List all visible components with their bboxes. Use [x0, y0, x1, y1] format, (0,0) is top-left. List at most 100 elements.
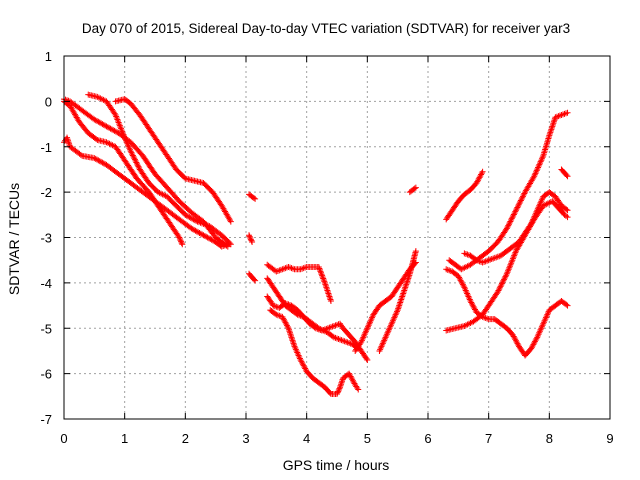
data-point: [534, 165, 541, 172]
data-point: [311, 324, 318, 331]
data-point: [412, 184, 419, 191]
series-16: [443, 168, 486, 223]
data-point: [323, 285, 330, 292]
data-point: [495, 287, 502, 294]
data-point: [335, 386, 342, 393]
data-point: [317, 268, 324, 275]
data-point: [519, 194, 526, 201]
data-point: [326, 295, 333, 301]
data-point: [287, 331, 294, 338]
data-point: [508, 215, 515, 222]
data-point: [535, 164, 542, 171]
series-5: [112, 96, 234, 225]
data-point: [516, 200, 523, 207]
data-point: [532, 170, 539, 177]
data-point: [327, 296, 334, 303]
data-point: [397, 298, 404, 305]
data-point: [411, 185, 418, 192]
data-point: [498, 280, 505, 287]
data-point: [320, 276, 327, 283]
x-tick-label: 3: [242, 431, 249, 446]
data-point: [286, 329, 293, 336]
data-point: [396, 301, 403, 308]
data-point: [478, 170, 485, 177]
y-tick-label: -2: [40, 185, 52, 200]
data-point: [227, 218, 234, 225]
data-point: [515, 203, 522, 210]
data-point: [288, 265, 295, 272]
data-point: [412, 248, 419, 255]
data-point: [129, 152, 136, 159]
data-point: [549, 123, 556, 130]
y-tick-label: -6: [40, 367, 52, 382]
data-point: [319, 272, 326, 279]
data-point: [517, 197, 524, 204]
data-point: [498, 281, 505, 288]
data-point: [512, 207, 519, 214]
data-point: [224, 243, 231, 250]
data-point: [322, 282, 329, 289]
data-point: [546, 132, 553, 139]
series-6: [246, 191, 259, 202]
data-point: [318, 271, 325, 278]
data-point: [494, 288, 501, 295]
data-point: [537, 158, 544, 165]
data-points: [61, 91, 571, 398]
axis-ticks: [63, 55, 611, 420]
data-point: [93, 135, 100, 142]
data-point: [537, 160, 544, 167]
grid-lines: [64, 56, 610, 419]
data-point: [399, 291, 406, 298]
data-point: [131, 155, 138, 162]
data-point: [316, 265, 323, 272]
x-tick-labels: 0 1 2 3 4 5 6 7 8 9: [60, 431, 613, 446]
x-tick-label: 4: [303, 431, 310, 446]
data-point: [252, 277, 259, 284]
series-10: [264, 275, 362, 352]
x-tick-label: 6: [424, 431, 431, 446]
data-point: [193, 217, 200, 224]
data-point: [248, 237, 255, 244]
data-point: [515, 201, 522, 208]
data-point: [506, 219, 513, 226]
data-point: [531, 173, 538, 180]
data-point: [531, 171, 538, 178]
data-point: [563, 172, 570, 179]
data-point: [134, 162, 141, 169]
data-point: [520, 191, 527, 198]
y-tick-label: -1: [40, 140, 52, 155]
data-point: [563, 301, 570, 308]
y-tick-label: -7: [40, 412, 52, 427]
data-point: [400, 288, 407, 295]
data-point: [514, 204, 521, 211]
data-point: [550, 120, 557, 127]
data-point: [178, 239, 185, 246]
data-point: [538, 155, 545, 162]
data-point: [324, 287, 331, 294]
data-point: [246, 233, 253, 240]
data-point: [335, 388, 342, 395]
data-point: [316, 266, 323, 273]
data-point: [325, 290, 332, 297]
data-point: [564, 214, 571, 221]
data-point: [548, 124, 555, 131]
y-tick-label: 1: [45, 49, 52, 64]
data-point: [519, 193, 526, 200]
data-point: [503, 272, 510, 279]
series-21: [558, 166, 571, 180]
data-point: [536, 161, 543, 168]
y-tick-labels: 1 0 -1 -2 -3 -4 -5 -6 -7: [40, 49, 52, 427]
data-point: [324, 288, 331, 295]
data-point: [364, 357, 371, 364]
data-point: [503, 225, 510, 232]
data-point: [497, 283, 504, 290]
data-point: [227, 217, 234, 224]
x-tick-label: 2: [182, 431, 189, 446]
data-point: [323, 284, 330, 291]
data-point: [127, 148, 134, 155]
data-point: [289, 335, 296, 342]
data-point: [501, 274, 508, 281]
data-point: [397, 299, 404, 306]
data-point: [502, 273, 509, 280]
data-point: [505, 221, 512, 228]
